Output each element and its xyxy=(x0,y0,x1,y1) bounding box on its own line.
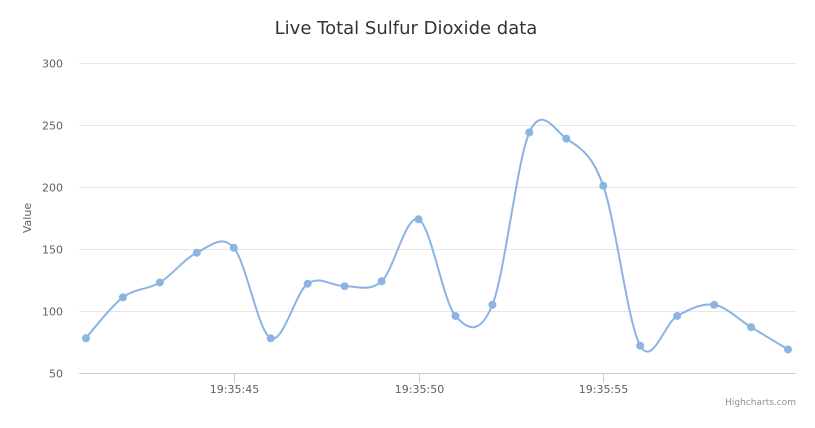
data-point xyxy=(155,278,164,287)
y-tick-label: 200 xyxy=(42,182,63,195)
y-axis-labels: 50 100 150 200 250 300 xyxy=(42,58,63,381)
grid-lines xyxy=(79,63,796,312)
data-point xyxy=(562,134,571,143)
y-tick-label: 150 xyxy=(42,244,63,257)
series-total-sulfur-dioxide xyxy=(82,118,792,354)
data-point xyxy=(414,215,423,224)
credits-link[interactable]: Highcharts.com xyxy=(725,398,796,408)
data-point xyxy=(192,248,201,257)
data-point xyxy=(747,323,756,332)
data-point xyxy=(377,277,386,286)
data-point xyxy=(303,279,312,288)
data-point xyxy=(710,300,719,309)
x-axis: 19:35:45 19:35:50 19:35:55 xyxy=(79,373,796,396)
y-tick-label: 100 xyxy=(42,306,63,319)
x-tick-label: 19:35:55 xyxy=(579,383,628,396)
y-tick-label: 250 xyxy=(42,120,63,133)
y-tick-label: 50 xyxy=(49,368,63,381)
data-point xyxy=(525,128,534,137)
data-point xyxy=(340,282,349,291)
data-point xyxy=(229,243,238,252)
y-axis-title: Value xyxy=(21,203,34,233)
data-point xyxy=(451,311,460,320)
data-point xyxy=(636,341,645,350)
y-tick-label: 300 xyxy=(42,58,63,71)
x-tick-label: 19:35:45 xyxy=(210,383,259,396)
chart-title: Live Total Sulfur Dioxide data xyxy=(275,18,538,39)
x-tick-label: 19:35:50 xyxy=(395,383,444,396)
data-point xyxy=(673,311,682,320)
series-line xyxy=(85,118,789,353)
data-point xyxy=(599,181,608,190)
data-point xyxy=(784,345,792,354)
data-point xyxy=(118,293,127,302)
data-point xyxy=(82,334,90,343)
data-point xyxy=(266,334,275,343)
data-point xyxy=(488,300,497,309)
